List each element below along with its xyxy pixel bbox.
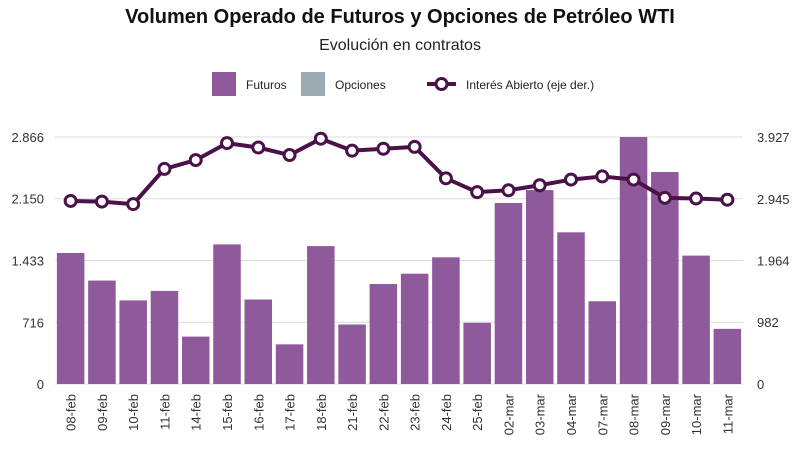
line-interes-abierto [63, 131, 735, 212]
x-tick-label: 03-mar [533, 393, 548, 435]
x-tick-label: 18-feb [314, 394, 329, 431]
bar-futuros [400, 273, 429, 384]
chart-title: Volumen Operado de Futuros y Opciones de… [125, 6, 675, 28]
point-interes-abierto [407, 139, 422, 154]
point-interes-abierto [282, 148, 297, 163]
bar-futuros [181, 336, 210, 384]
x-tick-label: 14-feb [189, 394, 204, 431]
bar-futuros [588, 301, 617, 384]
point-interes-abierto [94, 194, 109, 209]
point-interes-abierto [220, 136, 234, 151]
y-right-tick-label: 0 [757, 377, 764, 392]
line-series-interes-abierto [70, 136, 728, 207]
bar-futuros [213, 244, 241, 384]
point-interes-abierto [657, 190, 672, 205]
x-tick-label: 09-mar [658, 393, 673, 435]
legend-label-interes: Interés Abierto (eje der.) [466, 78, 594, 92]
y-left-tick-label: 2.150 [11, 192, 44, 207]
x-tick-label: 07-mar [595, 393, 610, 435]
bar-futuros [713, 328, 742, 384]
y-right-tick-label: 1.964 [757, 253, 790, 268]
point-interes-abierto [438, 171, 453, 186]
bar-futuros [56, 253, 85, 384]
y-right-tick-label: 2.945 [757, 192, 790, 207]
point-interes-abierto [188, 153, 203, 168]
point-interes-abierto [689, 191, 704, 206]
bar-futuros [338, 324, 366, 384]
point-interes-abierto [63, 193, 78, 208]
bar-futuros [682, 255, 710, 384]
x-tick-label: 15-feb [220, 394, 235, 431]
x-tick-label: 08-feb [64, 394, 79, 431]
bar-futuros [275, 344, 304, 384]
y-axis-left: 0 716 1.433 2.150 2.866 [11, 130, 44, 392]
point-interes-abierto [720, 192, 735, 207]
y-left-tick-label: 716 [22, 315, 44, 330]
y-right-tick-label: 3.927 [757, 130, 790, 145]
point-interes-abierto [564, 172, 578, 187]
x-tick-label: 10-feb [126, 394, 141, 431]
point-interes-abierto [313, 131, 328, 146]
y-left-tick-label: 2.866 [11, 130, 44, 145]
x-axis: 08-feb 09-feb 10-feb 11-feb 14-feb 15-feb 16-f… [64, 393, 736, 435]
x-tick-label: 08-mar [627, 393, 642, 435]
bar-futuros [494, 203, 523, 384]
y-left-tick-label: 0 [37, 377, 44, 392]
point-interes-abierto [470, 185, 485, 200]
bar-futuros [525, 190, 554, 384]
x-tick-label: 11-mar [720, 393, 735, 434]
bar-futuros [369, 284, 398, 384]
chart-subtitle: Evolución en contratos [319, 37, 481, 54]
x-tick-label: 16-feb [251, 394, 266, 431]
legend-swatch-opciones [301, 72, 325, 96]
y-axis-right: 0 982 1.964 2.945 3.927 [757, 130, 790, 392]
x-tick-label: 17-feb [283, 394, 298, 431]
y-left-tick-label: 1.433 [11, 254, 44, 269]
x-tick-label: 04-mar [564, 393, 579, 435]
point-interes-abierto [345, 143, 360, 158]
bar-futuros [119, 300, 147, 384]
legend: Futuros Opciones Interés Abierto (eje de… [212, 72, 594, 96]
legend-swatch-futuros [212, 72, 236, 96]
point-interes-abierto [251, 140, 266, 155]
point-interes-abierto [532, 178, 547, 193]
legend-marker-interes [434, 77, 449, 91]
x-tick-label: 21-feb [345, 394, 360, 431]
bar-futuros [463, 322, 491, 384]
point-interes-abierto [501, 183, 516, 198]
bar-futuros [150, 290, 179, 384]
x-tick-label: 25-feb [470, 394, 485, 431]
y-right-tick-label: 982 [757, 315, 779, 330]
bar-futuros [651, 171, 679, 384]
legend-label-futuros: Futuros [246, 78, 287, 92]
point-interes-abierto [126, 197, 141, 212]
x-tick-label: 11-feb [157, 394, 172, 430]
x-tick-label: 09-feb [95, 394, 110, 431]
x-tick-label: 23-feb [408, 394, 423, 431]
bar-futuros [432, 257, 460, 384]
bar-futuros [88, 280, 116, 384]
legend-label-opciones: Opciones [335, 78, 386, 92]
point-interes-abierto [626, 172, 641, 187]
bar-futuros [557, 232, 585, 384]
point-interes-abierto [157, 161, 172, 176]
x-tick-label: 02-mar [501, 393, 516, 435]
bar-futuros [244, 299, 273, 384]
x-tick-label: 10-mar [689, 393, 704, 435]
point-interes-abierto [595, 169, 610, 184]
x-tick-label: 24-feb [439, 394, 454, 431]
point-interes-abierto [376, 141, 391, 156]
bar-futuros [307, 246, 335, 384]
x-tick-label: 22-feb [376, 394, 391, 431]
